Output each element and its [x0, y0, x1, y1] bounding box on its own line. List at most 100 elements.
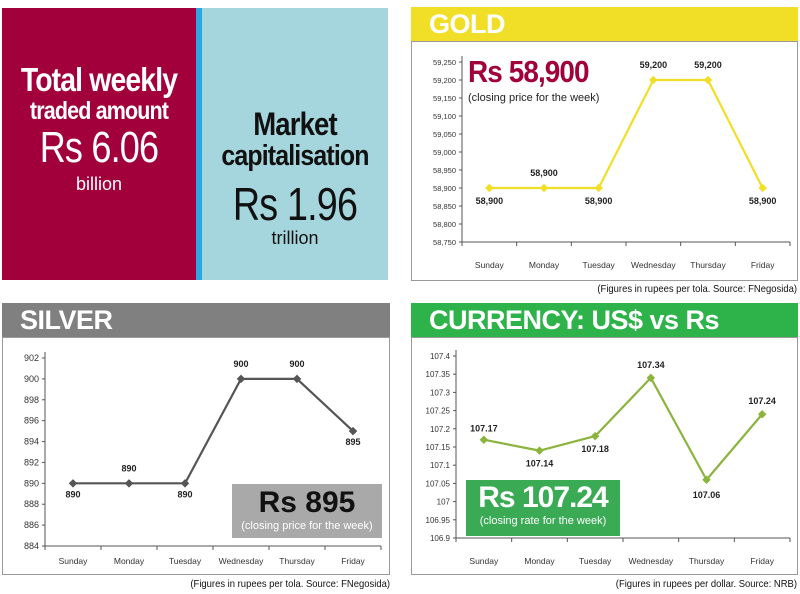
currency-y-tick-label: 107.25 — [426, 407, 451, 416]
silver-point — [124, 479, 134, 488]
silver-callout: Rs 895 (closing price for the week) — [232, 484, 382, 538]
currency-y-tick-label: 106.9 — [430, 534, 451, 543]
currency-category-label: Friday — [750, 556, 774, 566]
gold-callout-value: Rs 58,900 — [468, 54, 590, 89]
silver-point — [292, 374, 302, 384]
currency-y-tick-label: 106.95 — [426, 516, 451, 525]
currency-point — [590, 431, 600, 441]
silver-chart-box: 884 886 888 890 892 894 896 898 900 902 Sunday Mond… — [2, 337, 390, 575]
currency-y-tick-label: 107.4 — [430, 352, 451, 361]
currency-data-label: 107.17 — [470, 424, 498, 434]
currency-y-tick-label: 107.35 — [426, 370, 451, 379]
silver-data-label: 895 — [345, 437, 360, 447]
gold-callout: Rs 58,900 (closing price for the week) — [468, 54, 638, 112]
gold-point — [485, 183, 494, 193]
currency-y-tick-label: 107.1 — [430, 461, 451, 470]
silver-data-label: 900 — [289, 359, 304, 369]
gold-data-label: 58,900 — [585, 196, 613, 206]
currency-point — [535, 446, 544, 455]
gold-banner: GOLD — [411, 7, 798, 41]
mcap-value: Rs 1.96 — [232, 178, 358, 230]
gold-callout-caption: (closing price for the week) — [468, 92, 600, 104]
gold-y-tick-label: 58,800 — [433, 220, 456, 229]
gold-source: (Figures in rupees per tola. Source: FNe… — [597, 283, 797, 295]
silver-point — [236, 374, 246, 384]
currency-series-line — [483, 376, 764, 481]
gold-y-tick-label: 58,750 — [433, 238, 456, 247]
currency-point — [757, 409, 767, 419]
gold-category-label: Monday — [529, 260, 560, 270]
gold-line-chart: 58,750 58,800 58,850 58,900 58,950 59,000 59,0… — [433, 56, 791, 270]
silver-callout-caption: (closing price for the week) — [241, 520, 373, 532]
gold-data-label: 58,900 — [530, 168, 558, 178]
gold-category-label: Wednesday — [631, 260, 676, 270]
panel-divider — [196, 8, 202, 280]
gold-series-line — [489, 78, 764, 190]
currency-category-label: Thursday — [689, 556, 725, 566]
gold-category-label: Sunday — [475, 260, 505, 270]
traded-amount-panel: Total weekly traded amount Rs 6.06 billi… — [2, 8, 196, 280]
gold-y-tick-label: 59,050 — [433, 130, 456, 139]
silver-y-tick-label: 894 — [24, 437, 39, 447]
silver-y-tick-label: 884 — [24, 541, 39, 551]
gold-banner-title: GOLD — [429, 9, 506, 39]
currency-callout: Rs 107.24 (closing rate for the week) — [466, 480, 620, 536]
gold-point — [539, 183, 549, 193]
silver-banner-title: SILVER — [20, 305, 113, 335]
mcap-title-line2: capitalisation — [221, 140, 369, 172]
currency-data-label: 107.06 — [693, 490, 721, 500]
silver-data-label: 890 — [121, 463, 136, 473]
silver-y-tick-label: 892 — [24, 457, 39, 467]
currency-y-tick-label: 107.05 — [426, 479, 451, 488]
gold-data-label: 59,200 — [694, 60, 722, 70]
currency-category-label: Monday — [524, 556, 555, 566]
silver-point — [348, 426, 358, 436]
silver-y-tick-label: 886 — [24, 520, 39, 530]
gold-data-label: 58,900 — [476, 196, 504, 206]
silver-y-tick-label: 896 — [24, 416, 39, 426]
silver-data-label: 890 — [177, 489, 192, 499]
currency-source: (Figures in rupees per dollar. Source: N… — [615, 578, 797, 590]
silver-y-tick-label: 900 — [24, 374, 39, 384]
mcap-title-line1: Market — [253, 106, 337, 142]
currency-point — [479, 435, 489, 444]
market-cap-panel: Market capitalisation Rs 1.96 trillion — [202, 8, 388, 280]
gold-y-tick-label: 58,900 — [433, 184, 456, 193]
gold-y-tick-label: 58,850 — [433, 202, 456, 211]
currency-banner: CURRENCY: US$ vs Rs — [411, 303, 798, 337]
currency-callout-caption: (closing rate for the week) — [479, 515, 607, 527]
gold-data-label: 59,200 — [640, 60, 668, 70]
currency-line-chart: 106.9 106.95 107 107.05 107.1 107.15 107.2 107.… — [426, 350, 791, 566]
gold-y-tick-label: 59,200 — [433, 76, 456, 85]
silver-source: (Figures in rupees per tola. Source: FNe… — [190, 578, 390, 590]
gold-point — [758, 183, 767, 193]
silver-category-label: Wednesday — [219, 556, 264, 566]
silver-y-tick-label: 902 — [24, 353, 39, 363]
silver-y-tick-label: 890 — [24, 478, 39, 488]
currency-data-label: 107.18 — [581, 444, 609, 454]
silver-category-label: Tuesday — [169, 556, 202, 566]
gold-y-tick-label: 58,950 — [433, 166, 456, 175]
currency-y-tick-label: 107 — [437, 498, 451, 507]
silver-y-tick-label: 888 — [24, 499, 39, 509]
currency-callout-value: Rs 107.24 — [478, 481, 608, 514]
silver-y-tick-label: 898 — [24, 395, 39, 405]
gold-y-tick-label: 59,000 — [433, 148, 456, 157]
currency-data-label: 107.34 — [637, 360, 665, 370]
gold-data-label: 58,900 — [749, 196, 777, 206]
currency-category-label: Sunday — [469, 556, 499, 566]
silver-category-label: Friday — [341, 556, 365, 566]
silver-line-chart: 884 886 888 890 892 894 896 898 900 902 Sunday Mond… — [24, 352, 382, 566]
silver-data-label: 890 — [65, 489, 80, 499]
silver-category-label: Monday — [114, 556, 145, 566]
currency-y-tick-label: 107.15 — [426, 443, 451, 452]
traded-title-line1: Total weekly — [20, 61, 178, 98]
traded-unit: billion — [75, 174, 123, 194]
silver-data-label: 900 — [233, 359, 248, 369]
gold-point — [703, 75, 713, 85]
currency-y-tick-label: 107.2 — [430, 425, 451, 434]
traded-value: Rs 6.06 — [39, 123, 159, 172]
gold-y-tick-label: 59,250 — [433, 58, 456, 67]
currency-y-tick-label: 107.3 — [430, 388, 451, 397]
gold-category-label: Friday — [751, 260, 775, 270]
